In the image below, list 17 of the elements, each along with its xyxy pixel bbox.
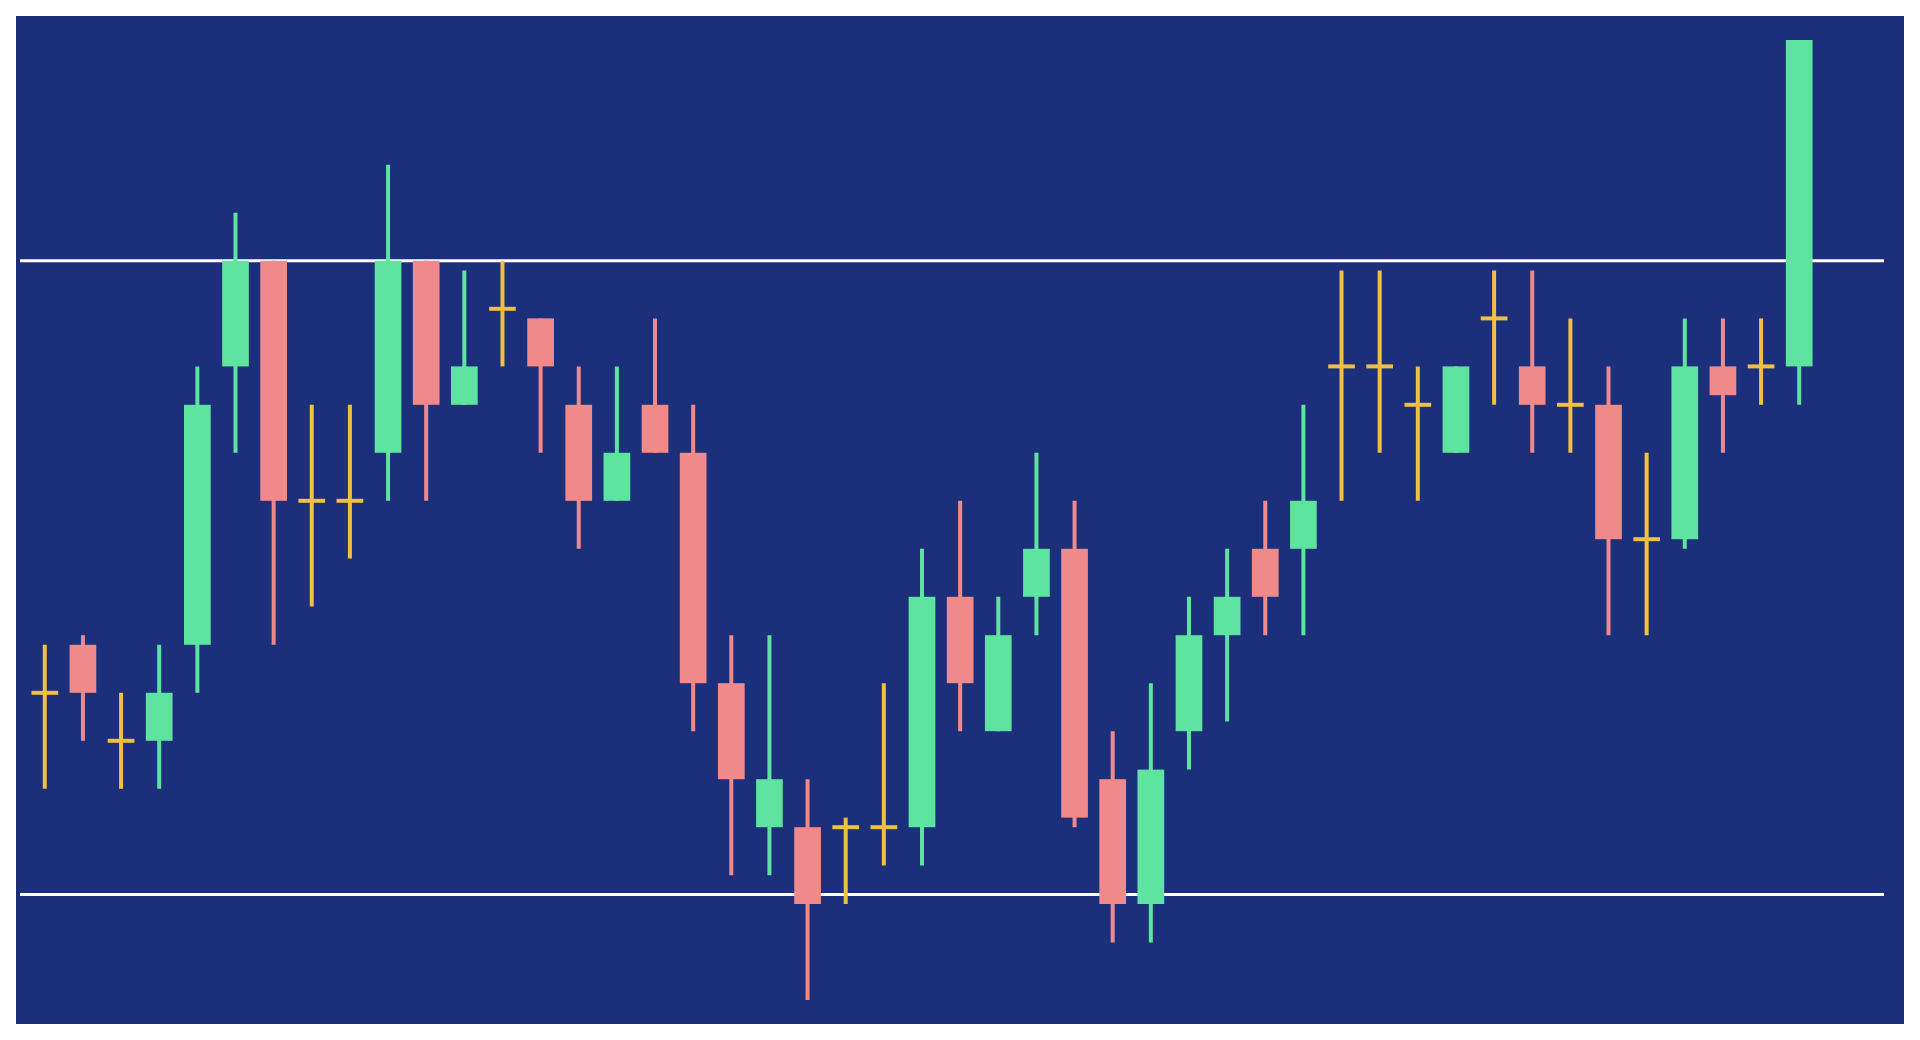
candlestick <box>1326 268 1357 503</box>
candlestick <box>69 633 97 743</box>
candlestick <box>527 316 554 455</box>
candlestick <box>641 316 669 455</box>
candlestick <box>1290 402 1317 638</box>
candlestick <box>1555 316 1586 455</box>
candlestick <box>450 268 478 407</box>
candlestick <box>1251 498 1279 638</box>
candlestick <box>1631 450 1662 638</box>
candlestick <box>487 258 518 369</box>
candlestick <box>1023 450 1050 638</box>
candlestick <box>1518 268 1546 455</box>
candlestick <box>1213 546 1241 724</box>
candlestick <box>756 633 783 878</box>
candlestick <box>1709 316 1737 455</box>
candlestick <box>145 642 173 791</box>
candlestick <box>603 364 631 503</box>
